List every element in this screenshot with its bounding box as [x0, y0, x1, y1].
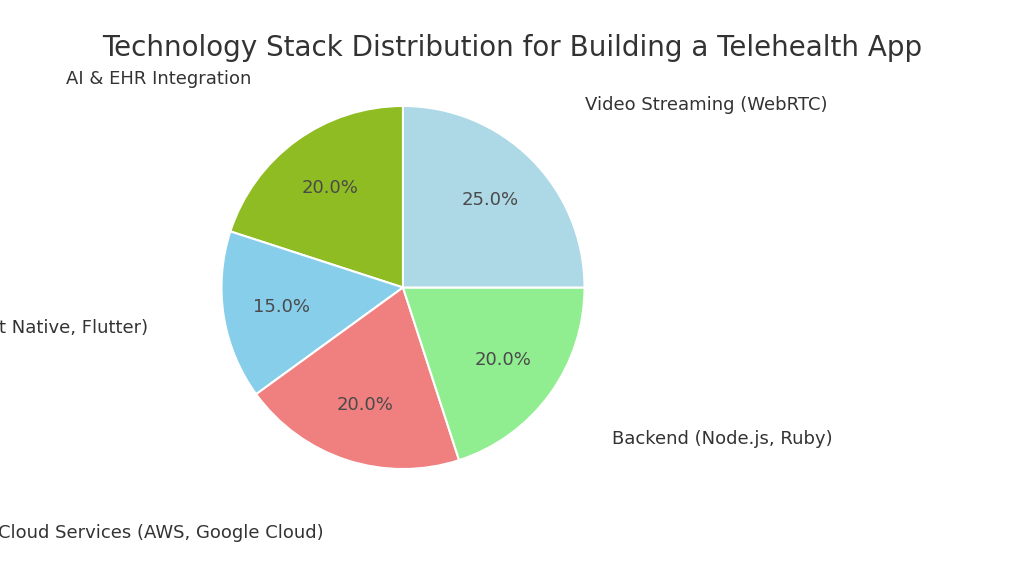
Wedge shape [403, 106, 585, 288]
Text: Backend (Node.js, Ruby): Backend (Node.js, Ruby) [611, 430, 833, 448]
Wedge shape [230, 106, 403, 288]
Text: Technology Stack Distribution for Building a Telehealth App: Technology Stack Distribution for Buildi… [102, 34, 922, 63]
Wedge shape [256, 288, 459, 469]
Text: Video Streaming (WebRTC): Video Streaming (WebRTC) [586, 96, 827, 114]
Wedge shape [221, 231, 403, 394]
Text: Cloud Services (AWS, Google Cloud): Cloud Services (AWS, Google Cloud) [0, 524, 324, 542]
Text: Frontend (React Native, Flutter): Frontend (React Native, Flutter) [0, 319, 148, 337]
Text: 20.0%: 20.0% [474, 351, 531, 369]
Text: 20.0%: 20.0% [302, 179, 358, 197]
Wedge shape [403, 288, 585, 460]
Text: 25.0%: 25.0% [462, 191, 519, 209]
Text: 15.0%: 15.0% [253, 298, 309, 316]
Text: AI & EHR Integration: AI & EHR Integration [67, 70, 252, 88]
Text: 20.0%: 20.0% [337, 396, 393, 414]
